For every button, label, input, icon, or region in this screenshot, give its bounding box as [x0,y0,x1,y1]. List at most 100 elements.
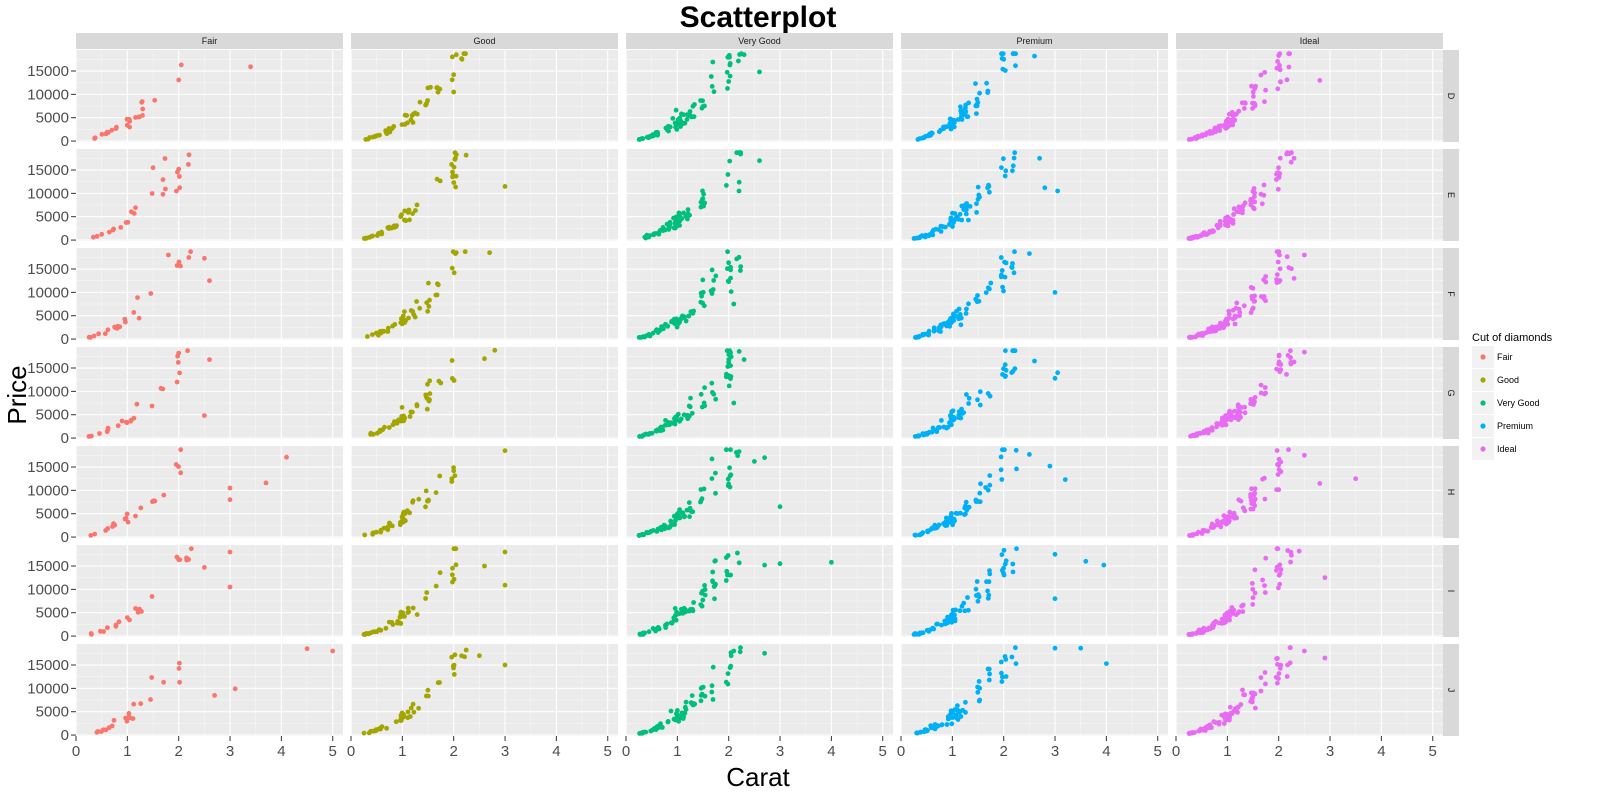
data-point [399,614,404,619]
data-point [713,396,719,402]
data-point [663,321,668,327]
data-point [459,56,465,62]
legend-key [1480,446,1486,452]
data-point [1201,429,1207,434]
row-strip-background [1443,644,1459,736]
column-strip-background [626,33,893,49]
y-tick-label: 0 [61,430,69,447]
facet-panel-fair-h [75,446,343,538]
data-point [711,278,717,283]
data-point [683,699,689,705]
data-point [449,54,455,60]
data-point [105,625,110,631]
data-point [1227,509,1233,515]
data-point [381,525,387,531]
data-point [1010,561,1016,567]
data-point [1216,620,1222,626]
data-point [1258,72,1264,78]
data-point [124,511,130,517]
data-point [639,136,645,142]
data-point [95,729,101,734]
data-point [1286,265,1292,270]
x-tick-label: 1 [1223,743,1231,760]
data-point [1249,296,1255,302]
data-point [133,513,138,519]
data-point [129,209,134,215]
data-point [959,406,964,412]
data-point [106,229,112,235]
data-point [986,677,992,683]
data-point [966,301,971,307]
data-point [949,315,954,321]
data-point [676,210,682,216]
data-point [1186,632,1192,637]
row-strip-background [1443,347,1459,439]
data-point [710,287,716,292]
data-point [670,420,676,426]
data-point [370,629,376,635]
y-tick-label: 10000 [27,383,69,400]
data-point [463,647,469,653]
data-point [946,519,952,525]
data-point [1252,103,1258,109]
x-tick-label: 0 [897,743,905,760]
data-point [1249,501,1255,506]
data-point [654,529,660,534]
data-point [956,316,962,322]
data-point [425,687,431,693]
data-point [699,204,705,210]
data-point [1225,116,1231,122]
data-point [736,150,742,156]
data-point [1258,675,1264,680]
data-point [1277,581,1283,587]
data-point [1194,630,1200,636]
data-point [673,617,679,623]
data-point-outlier [166,252,171,258]
data-point [425,381,430,387]
data-point [140,113,145,118]
column-strip-ideal: Ideal [1176,33,1443,49]
data-point-outlier [1052,596,1058,602]
data-point [423,102,429,107]
row-strip-label: D [1446,93,1456,100]
data-point [413,208,418,213]
data-point [665,123,671,129]
x-tick-label: 3 [776,743,784,760]
data-point [1224,317,1230,323]
data-point [414,111,420,117]
data-point [686,500,692,505]
data-point [668,708,674,714]
data-point [368,430,374,436]
data-point [680,610,686,616]
data-point [1198,627,1204,633]
data-point [133,205,138,211]
data-point [736,58,741,64]
data-point [1200,133,1205,139]
data-point [106,725,112,731]
legend: Cut of diamonds Fair Good Very Good Premium… [1472,332,1553,460]
data-point [383,625,389,631]
data-point [437,86,443,92]
data-point [1231,515,1237,521]
data-point-outlier [1317,78,1323,83]
data-point [690,310,696,316]
data-point [682,710,688,716]
data-point [700,588,705,594]
data-point [1001,288,1006,294]
facet-panel-fair-d [75,50,343,142]
data-point [1276,671,1282,676]
data-point [962,203,968,208]
data-point [1250,89,1256,95]
data-point [385,329,391,334]
chart-title: Scatterplot [680,1,837,34]
data-point [126,714,132,720]
data-point [912,631,918,636]
data-point [947,220,953,226]
data-point-outlier [1302,452,1307,458]
facet-panel-premium-i [900,545,1168,637]
data-point [1222,711,1228,717]
data-point [405,709,411,715]
y-tick-label: 10000 [27,185,69,202]
data-point [702,385,707,391]
facet-panel-ideal-g [1175,347,1443,439]
